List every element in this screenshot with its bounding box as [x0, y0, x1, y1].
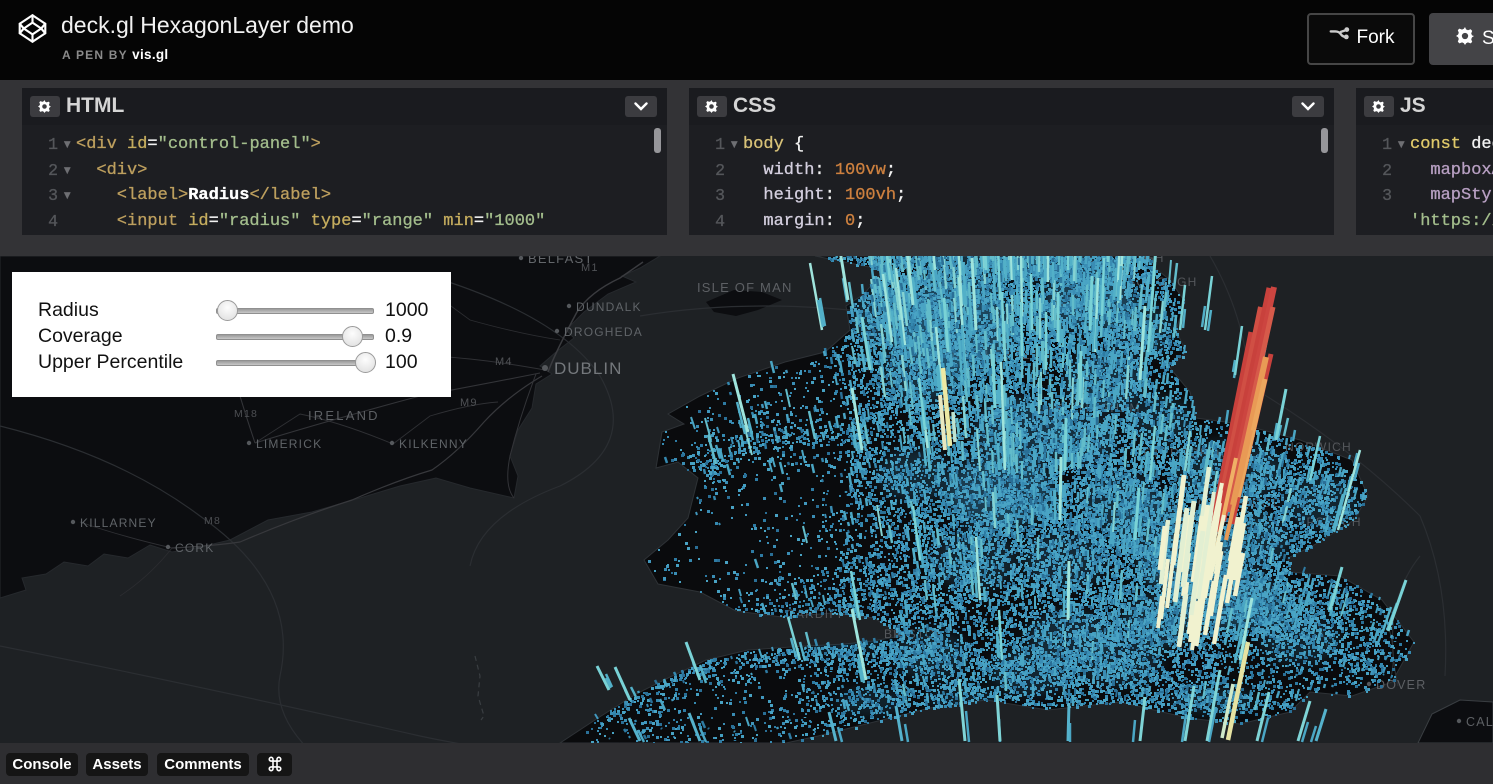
svg-text:M18: M18: [234, 408, 258, 420]
svg-text:CALAIS: CALAIS: [1466, 715, 1493, 729]
svg-text:DUBLIN: DUBLIN: [554, 359, 622, 378]
svg-text:KILLARNEY: KILLARNEY: [80, 516, 157, 530]
svg-text:DROGHEDA: DROGHEDA: [564, 325, 643, 339]
svg-text:DOVER: DOVER: [1376, 678, 1426, 692]
svg-text:LIMERICK: LIMERICK: [256, 437, 322, 451]
svg-text:IRELAND: IRELAND: [308, 408, 380, 423]
svg-text:M4: M4: [495, 356, 513, 368]
svg-text:ISLE OF MAN: ISLE OF MAN: [697, 280, 793, 295]
svg-text:KILKENNY: KILKENNY: [399, 437, 468, 451]
svg-text:M1: M1: [581, 262, 599, 274]
svg-text:M8: M8: [204, 515, 221, 527]
svg-text:CORK: CORK: [175, 541, 214, 555]
svg-text:BELFAST: BELFAST: [528, 256, 593, 266]
svg-text:DUNDALK: DUNDALK: [576, 300, 642, 314]
svg-text:M9: M9: [460, 397, 478, 409]
